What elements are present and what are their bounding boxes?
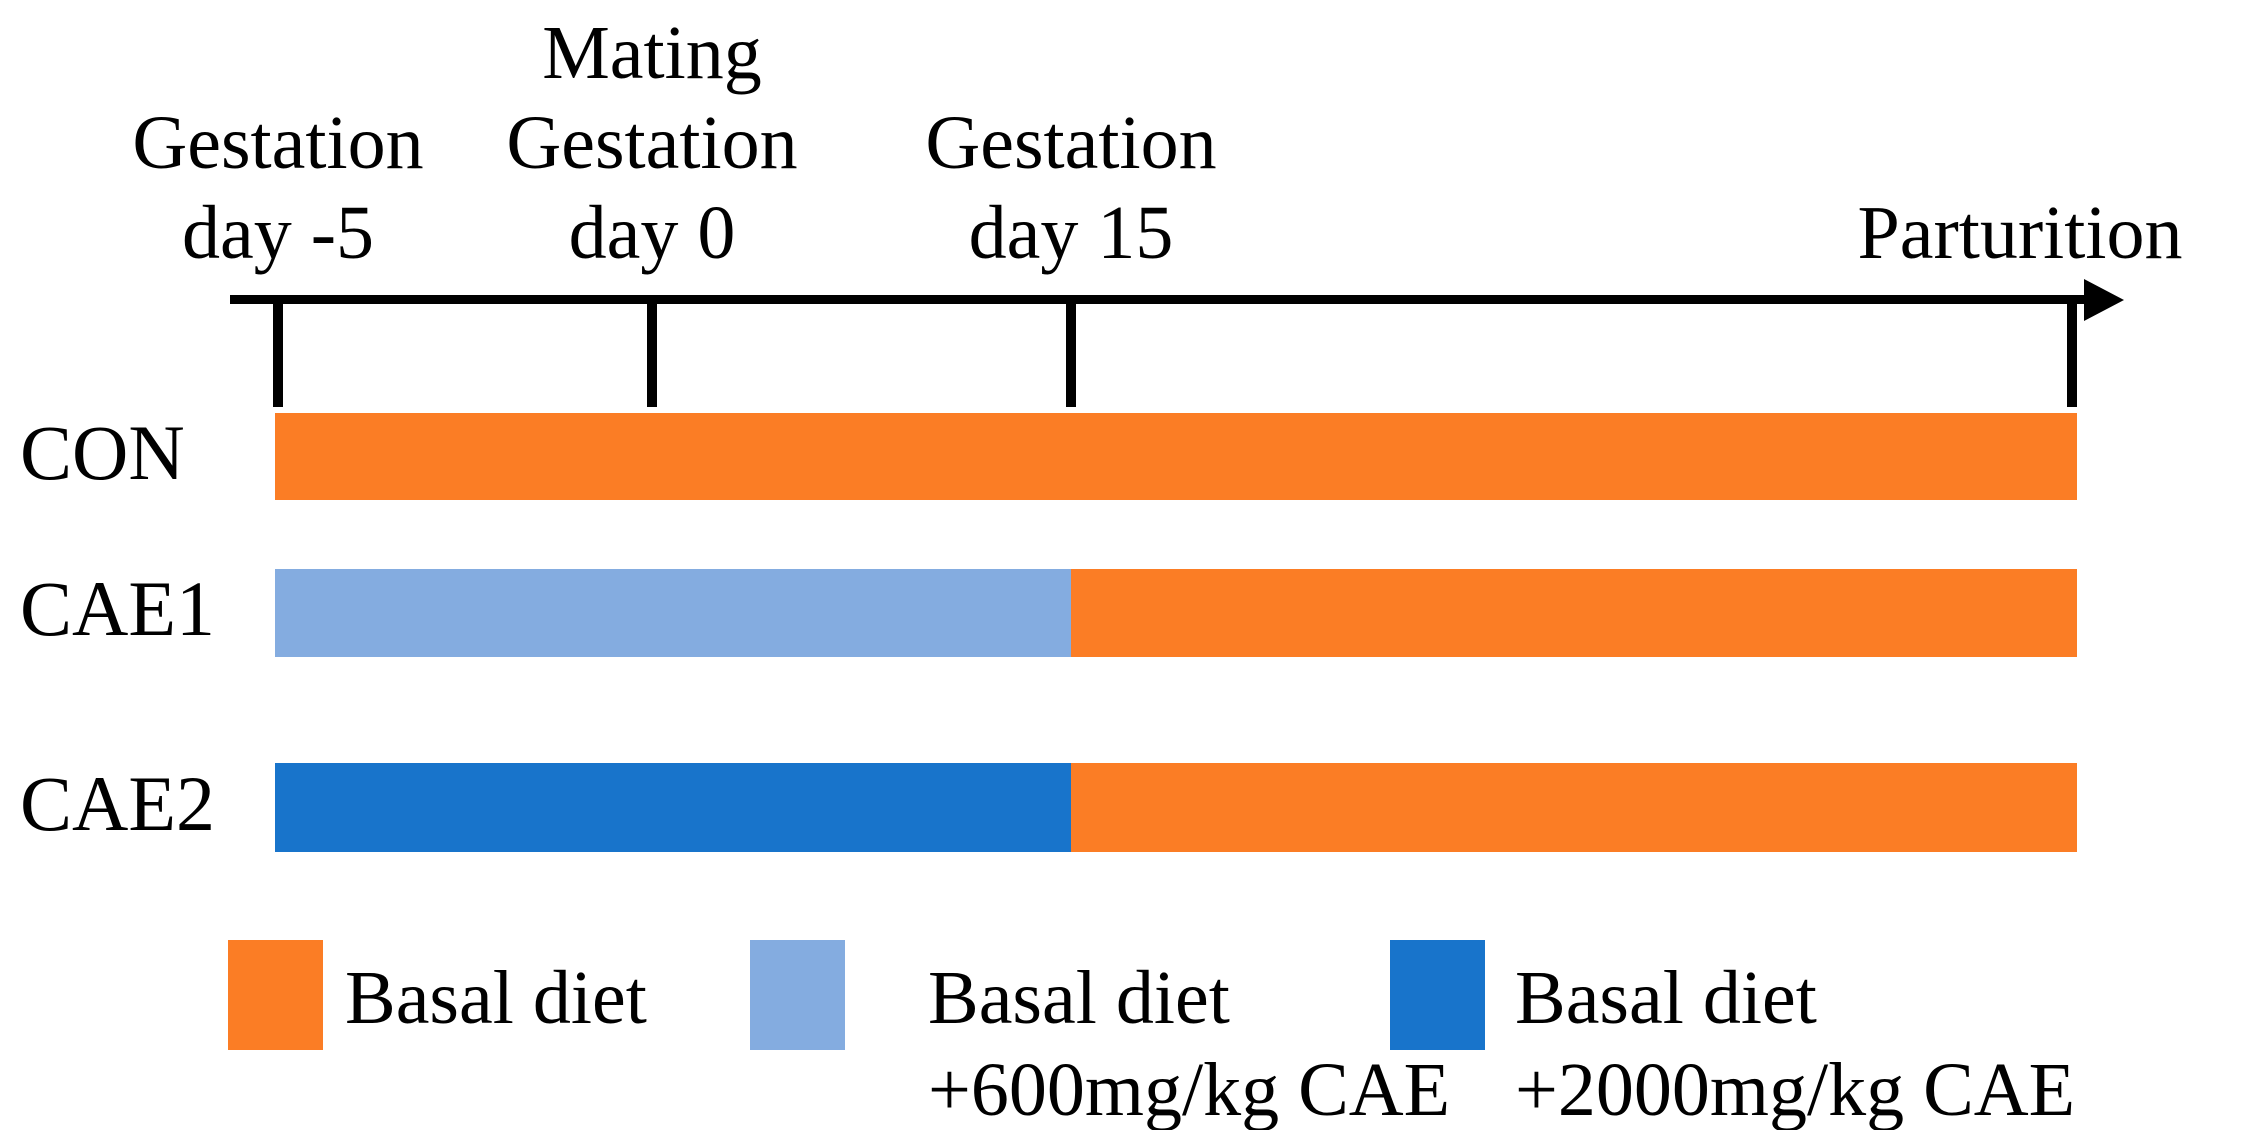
diet-bar-cae1 <box>275 569 2077 657</box>
bar-segment-basal-600-cae <box>275 569 1071 657</box>
milestone-line: Gestation <box>925 101 1217 185</box>
milestone-line: day 0 <box>568 191 736 275</box>
legend-line: Basal diet <box>345 956 647 1040</box>
legend-swatch-basal-diet <box>228 940 323 1050</box>
legend-line: Basal diet <box>1515 956 1817 1040</box>
bar-segment-basal-diet <box>275 413 2077 500</box>
milestone-label-gestation-day-15: Gestation day 15 <box>811 98 1331 278</box>
legend-label-basal-600-cae: Basal diet +600mg/kg CAE <box>928 952 1450 1130</box>
timeline-axis-line <box>230 295 2092 304</box>
milestone-label-parturition: Parturition <box>1760 188 2259 278</box>
tick-gestation-day-15 <box>1066 295 1076 407</box>
milestone-line: day 15 <box>968 191 1174 275</box>
legend-label-basal-diet: Basal diet <box>345 952 647 1044</box>
group-label-con: CON <box>20 408 185 496</box>
arrow-right-icon <box>2084 279 2124 321</box>
legend-swatch-basal-2000-cae <box>1390 940 1485 1050</box>
legend-line: Basal diet <box>928 956 1230 1040</box>
milestone-line: Mating <box>542 11 762 95</box>
milestone-label-gestation-day-minus-5: Gestation day -5 <box>18 98 538 278</box>
bar-segment-basal-2000-cae <box>275 763 1071 852</box>
legend-line: +600mg/kg CAE <box>928 1048 1451 1130</box>
legend-label-basal-2000-cae: Basal diet +2000mg/kg CAE <box>1515 952 2075 1130</box>
bar-segment-basal-diet <box>1070 569 2077 657</box>
milestone-line: Gestation <box>132 101 424 185</box>
group-label-cae1: CAE1 <box>20 565 215 652</box>
bar-segment-basal-diet <box>1070 763 2077 852</box>
group-label-cae2: CAE2 <box>20 759 215 847</box>
legend-line: +2000mg/kg CAE <box>1515 1048 2076 1130</box>
legend-swatch-basal-600-cae <box>750 940 845 1050</box>
tick-gestation-day-minus-5 <box>273 295 283 407</box>
diet-bar-cae2 <box>275 763 2077 852</box>
tick-gestation-day-0 <box>647 295 657 407</box>
milestone-line: day -5 <box>181 191 375 275</box>
milestone-line: Gestation <box>506 101 798 185</box>
tick-parturition <box>2067 295 2077 407</box>
milestone-label-mating-gestation-day-0: Mating Gestation day 0 <box>392 8 912 278</box>
diet-bar-con <box>275 413 2077 500</box>
milestone-line: Parturition <box>1857 191 2183 275</box>
